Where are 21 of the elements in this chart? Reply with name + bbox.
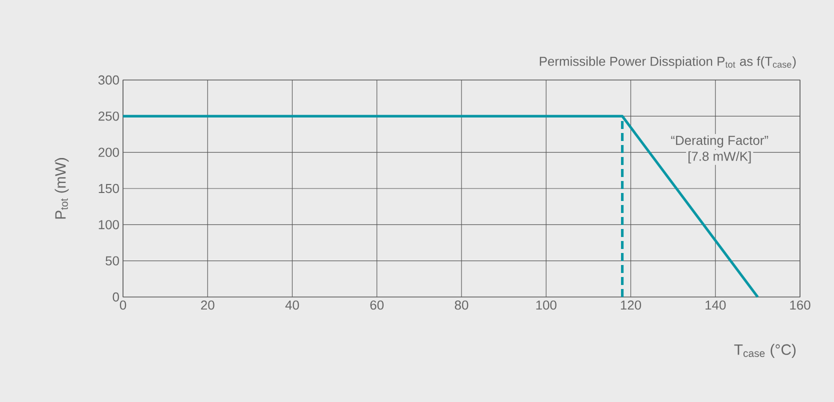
y-tick-label: 250 (98, 112, 119, 121)
y-tick-label: 100 (98, 220, 119, 230)
x-tick-label: 0 (120, 300, 126, 310)
x-tick-label: 140 (706, 300, 726, 310)
annotation: [7.8 mW/K] (688, 151, 751, 164)
y-tick-label: 300 (98, 75, 119, 85)
x-tick-label: 160 (790, 300, 810, 310)
y-tick-label: 50 (106, 256, 119, 266)
y-axis-title: P$_{tot}$ (mW) (54, 158, 69, 219)
x-axis-title: T$_{case}$ (°C) (734, 344, 796, 358)
x-tick-label: 60 (370, 300, 384, 310)
y-tick-label: 150 (98, 184, 119, 194)
x-tick-label: 40 (285, 300, 299, 310)
y-tick-label: 200 (98, 148, 119, 157)
x-tick-label: 20 (201, 300, 214, 310)
x-tick-label: 120 (620, 300, 642, 310)
y-tick-label: 0 (112, 292, 119, 302)
x-tick-label: 80 (454, 300, 468, 310)
annotation: “Derating Factor” (671, 135, 768, 148)
x-tick-label: 100 (536, 300, 556, 310)
chart-title: Permissible Power Disspiation P$_{tot}$ as f(T$_{case}$) (540, 56, 796, 68)
